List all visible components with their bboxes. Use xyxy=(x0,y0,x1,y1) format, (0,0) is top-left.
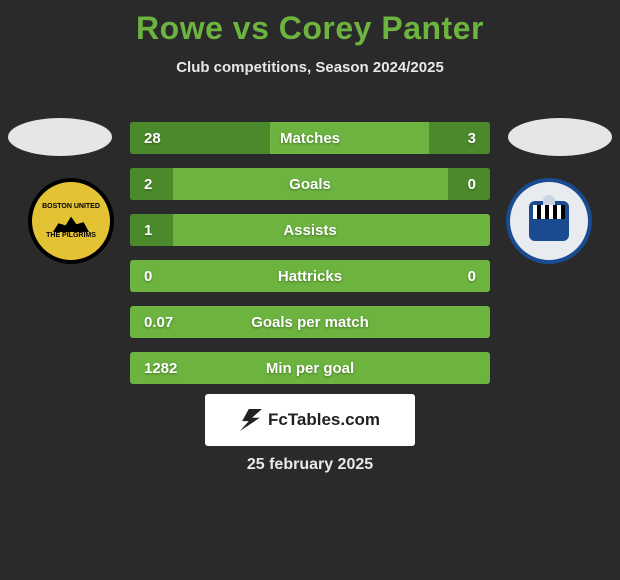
branding-text: FcTables.com xyxy=(268,410,380,430)
stat-left-value: 1 xyxy=(130,214,173,246)
crest-icon xyxy=(529,201,569,241)
player-avatar-right xyxy=(508,118,612,156)
subtitle: Club competitions, Season 2024/2025 xyxy=(0,59,620,76)
comparison-bars: 283Matches20Goals1Assists00Hattricks0.07… xyxy=(130,122,490,398)
branding-badge: FcTables.com xyxy=(205,394,415,446)
stat-left-value: 0.07 xyxy=(130,306,144,338)
stat-left-value: 2 xyxy=(130,168,173,200)
stat-right-value: 3 xyxy=(429,122,490,154)
date-label: 25 february 2025 xyxy=(0,456,620,474)
club-logo-right xyxy=(506,178,592,264)
stat-right-value: 0 xyxy=(476,260,490,292)
club-logo-left: BOSTON UNITED THE PILGRIMS xyxy=(28,178,114,264)
stat-row: 2 0Goals xyxy=(130,168,490,200)
player-avatar-left xyxy=(8,118,112,156)
stat-label: Assists xyxy=(130,222,490,239)
stat-left-value: 1282 xyxy=(130,352,144,384)
stat-label: Goals xyxy=(130,176,490,193)
stat-row: 0 0Hattricks xyxy=(130,260,490,292)
stat-label: Goals per match xyxy=(130,314,490,331)
stat-left-value: 28 xyxy=(130,122,270,154)
stat-right-value: 0 xyxy=(448,168,490,200)
stat-label: Min per goal xyxy=(130,360,490,377)
stat-row: 283Matches xyxy=(130,122,490,154)
bolt-icon xyxy=(240,409,262,431)
stat-row: 1282Min per goal xyxy=(130,352,490,384)
stat-label: Hattricks xyxy=(130,268,490,285)
stat-row: 1Assists xyxy=(130,214,490,246)
page-title: Rowe vs Corey Panter xyxy=(0,0,620,47)
ship-icon xyxy=(53,210,89,232)
stat-left-value: 0 xyxy=(130,260,144,292)
stat-row: 0.07Goals per match xyxy=(130,306,490,338)
